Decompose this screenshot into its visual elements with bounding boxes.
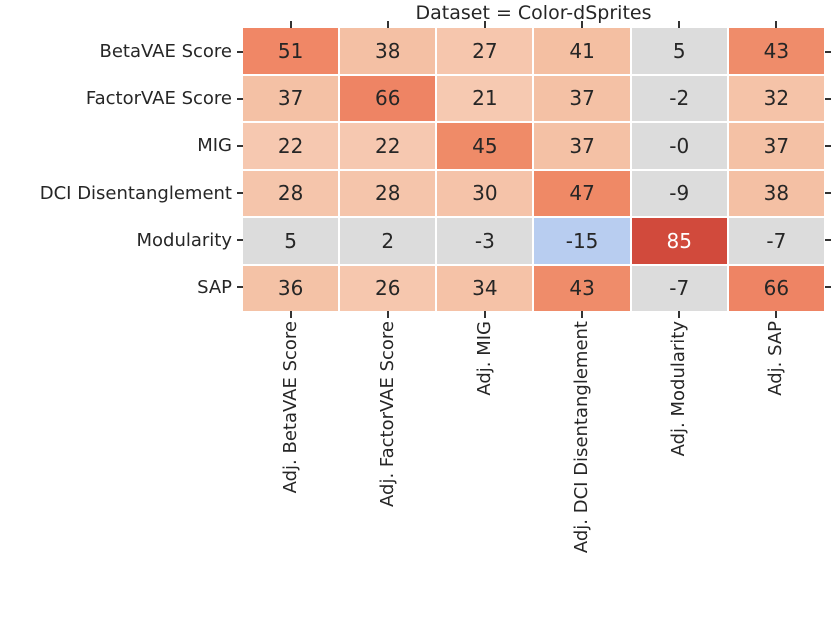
y-axis-label: SAP [197, 276, 232, 298]
x-tick-bottom [677, 311, 680, 318]
heatmap-cell: 28 [243, 170, 339, 216]
x-axis-label-col: Adj. SAP [727, 321, 824, 620]
x-axis-label-col: Adj. DCI Disentanglement [533, 321, 630, 620]
x-tick-bottom [387, 311, 390, 318]
heatmap-cell: 38 [728, 170, 824, 216]
heatmap-cell: 5 [243, 218, 339, 264]
y-tick-left [237, 50, 243, 53]
heatmap-cell: 51 [243, 28, 339, 74]
y-tick-right [825, 50, 831, 53]
x-tick-top [580, 21, 583, 28]
heatmap-cell: 22 [243, 123, 339, 169]
heatmap-cell: 27 [437, 28, 533, 74]
y-tick-left [237, 144, 243, 147]
y-axis-label: BetaVAE Score [99, 41, 233, 63]
y-axis-label-row: SAP [0, 264, 243, 311]
x-axis-label-col: Adj. FactorVAE Score [340, 321, 437, 620]
x-tick-top [774, 21, 777, 28]
y-tick-right [825, 192, 831, 195]
y-tick-right [825, 286, 831, 289]
heatmap-cell: 32 [728, 75, 824, 121]
heatmap-cell: -7 [631, 265, 727, 311]
y-tick-right [825, 239, 831, 242]
x-tick-bottom [484, 311, 487, 318]
x-axis-label-col: Adj. BetaVAE Score [243, 321, 340, 620]
x-axis-labels: Adj. BetaVAE Score Adj. FactorVAE Score Ad… [243, 321, 824, 620]
heatmap-cell: 43 [728, 28, 824, 74]
x-axis-label: Adj. MIG [474, 321, 496, 396]
heatmap-cell: 37 [534, 123, 630, 169]
heatmap-cell: 43 [534, 265, 630, 311]
x-tick-top [290, 21, 293, 28]
heatmap-cell: 22 [340, 123, 436, 169]
y-axis-label: MIG [197, 135, 232, 157]
y-tick-left [237, 286, 243, 289]
heatmap-cell: 47 [534, 170, 630, 216]
heatmap-grid: 51 38 27 41 5 43 37 66 21 37 -2 32 22 22 45 37 -0 37 28 28 3… [243, 28, 824, 311]
y-tick-right [825, 97, 831, 100]
x-axis-ticks-top [243, 21, 824, 28]
y-tick-right [825, 144, 831, 147]
heatmap-cell: 2 [340, 218, 436, 264]
heatmap-cell: 66 [728, 265, 824, 311]
x-tick-top [387, 21, 390, 28]
y-tick-left [237, 192, 243, 195]
x-axis-label-col: Adj. MIG [437, 321, 534, 620]
heatmap-cell: 36 [243, 265, 339, 311]
heatmap-cell: -15 [534, 218, 630, 264]
heatmap-cell: 38 [340, 28, 436, 74]
y-axis-label-row: DCI Disentanglement [0, 170, 243, 217]
heatmap-cell: 5 [631, 28, 727, 74]
y-axis-label: DCI Disentanglement [39, 182, 232, 204]
y-axis-label-row: Modularity [0, 217, 243, 264]
x-axis-label: Adj. DCI Disentanglement [570, 321, 592, 554]
x-tick-top [484, 21, 487, 28]
x-tick-top [677, 21, 680, 28]
chart-title: Dataset = Color-dSprites [415, 2, 652, 24]
x-tick-bottom [290, 311, 293, 318]
x-axis-ticks-bottom [243, 311, 824, 318]
heatmap-cell: 26 [340, 265, 436, 311]
heatmap-cell: 41 [534, 28, 630, 74]
y-axis-label: FactorVAE Score [85, 88, 232, 110]
x-tick-bottom [774, 311, 777, 318]
heatmap-cell: -0 [631, 123, 727, 169]
x-axis-label-col: Adj. Modularity [630, 321, 727, 620]
heatmap-cell: 85 [631, 218, 727, 264]
y-tick-left [237, 97, 243, 100]
heatmap-cell: 37 [243, 75, 339, 121]
y-axis-label-row: BetaVAE Score [0, 28, 243, 75]
x-axis-label: Adj. BetaVAE Score [280, 321, 302, 494]
heatmap-cell: 37 [534, 75, 630, 121]
x-tick-bottom [580, 311, 583, 318]
heatmap-cell: 37 [728, 123, 824, 169]
heatmap-cell: 34 [437, 265, 533, 311]
heatmap-cell: 30 [437, 170, 533, 216]
y-tick-left [237, 239, 243, 242]
heatmap-cell: 66 [340, 75, 436, 121]
y-axis-label-row: FactorVAE Score [0, 75, 243, 122]
heatmap-cell: 21 [437, 75, 533, 121]
y-axis-ticks-right [825, 28, 831, 311]
y-axis-labels: BetaVAE Score FactorVAE Score MIG DCI Disen… [0, 28, 243, 311]
heatmap-cell: -3 [437, 218, 533, 264]
x-axis-label: Adj. Modularity [667, 321, 689, 457]
x-axis-label: Adj. SAP [764, 321, 786, 396]
heatmap-cell: 28 [340, 170, 436, 216]
heatmap-cell: -7 [728, 218, 824, 264]
heatmap-cell: -2 [631, 75, 727, 121]
y-axis-label-row: MIG [0, 122, 243, 169]
x-axis-label: Adj. FactorVAE Score [377, 321, 399, 507]
heatmap-cell: -9 [631, 170, 727, 216]
y-axis-label: Modularity [136, 229, 232, 251]
heatmap-cell: 45 [437, 123, 533, 169]
